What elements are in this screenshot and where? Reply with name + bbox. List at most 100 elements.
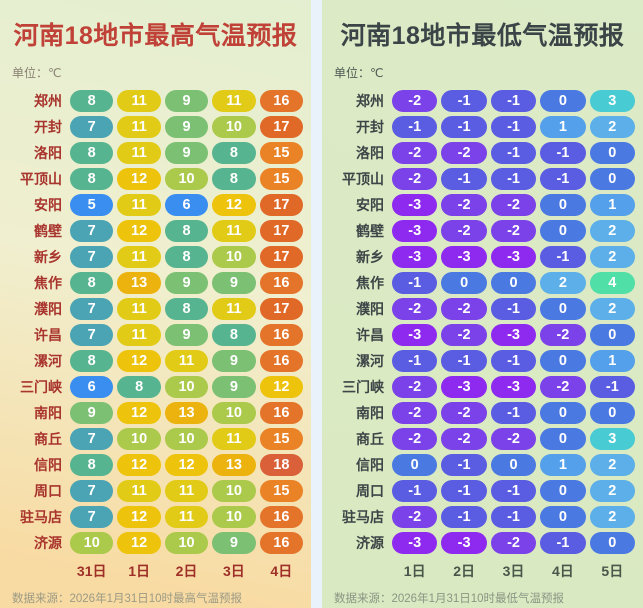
table-row: 郑州 8 11 9 11 16: [8, 90, 304, 112]
table-row: 三门峡 6 8 10 9 12: [8, 376, 304, 398]
temp-pill: 11: [117, 324, 161, 346]
temp-pill: 10: [212, 480, 256, 502]
temp-pill: -2: [490, 532, 537, 554]
temp-pill: 0: [540, 194, 586, 216]
temp-pill: 10: [212, 402, 256, 424]
temp-pill: 0: [540, 480, 586, 502]
temp-pill: -3: [441, 376, 487, 398]
date-label: 4日: [270, 563, 293, 579]
temp-pill: -1: [589, 376, 636, 398]
temp-pill: -1: [490, 298, 537, 320]
city-label: 焦作: [356, 275, 384, 291]
table-row: 漯河 8 12 11 9 16: [8, 350, 304, 372]
temp-pill: 8: [212, 142, 256, 164]
temp-pill: 9: [212, 350, 256, 372]
date-label: 3日: [223, 563, 245, 579]
temp-pill: -1: [540, 532, 586, 554]
temp-pill: 10: [164, 532, 209, 554]
temp-pill: -1: [392, 480, 438, 502]
temp-pill: -1: [540, 142, 586, 164]
city-label: 漯河: [34, 353, 62, 369]
temp-pill: -2: [392, 376, 438, 398]
temp-pill: 16: [259, 272, 304, 294]
temp-pill: -3: [490, 376, 537, 398]
temp-pill: -1: [392, 272, 438, 294]
temp-pill: 2: [589, 480, 636, 502]
temp-pill: 16: [259, 90, 304, 112]
temp-pill: 1: [540, 454, 586, 476]
temp-pill: 10: [164, 376, 209, 398]
temp-pill: -2: [540, 376, 586, 398]
data-source-min: 数据来源：2026年1月31日10时最低气温预报: [334, 593, 565, 605]
city-label: 许昌: [356, 327, 384, 343]
city-label: 开封: [34, 119, 62, 135]
city-label: 周口: [356, 483, 384, 499]
temp-pill: 5: [70, 194, 114, 216]
temp-pill: 12: [164, 454, 209, 476]
temp-pill: 17: [259, 220, 304, 242]
temp-pill: -2: [392, 428, 438, 450]
temp-pill: 2: [540, 272, 586, 294]
table-row: 三门峡 -2 -3 -3 -2 -1: [330, 376, 636, 398]
temp-pill: 2: [589, 298, 636, 320]
city-label: 周口: [34, 483, 62, 499]
temp-pill: -1: [540, 168, 586, 190]
temp-pill: 7: [70, 246, 114, 268]
table-row: 新乡 7 11 8 10 17: [8, 246, 304, 268]
temp-pill: 15: [259, 142, 304, 164]
table-row: 信阳 8 12 12 13 18: [8, 454, 304, 476]
temp-pill: 9: [212, 376, 256, 398]
temp-pill: -2: [392, 298, 438, 320]
city-label: 三门峡: [20, 379, 62, 395]
city-label: 郑州: [34, 93, 62, 109]
temp-pill: 8: [70, 454, 114, 476]
city-label: 郑州: [356, 93, 384, 109]
table-row: 济源 -3 -3 -2 -1 0: [330, 532, 636, 554]
temp-pill: -1: [490, 142, 537, 164]
temp-pill: 11: [117, 246, 161, 268]
temp-pill: 17: [259, 194, 304, 216]
temp-pill: 13: [117, 272, 161, 294]
temp-pill: 12: [117, 532, 161, 554]
temp-pill: -1: [392, 350, 438, 372]
temp-pill: 11: [117, 116, 161, 138]
table-row: 新乡 -3 -3 -3 -1 2: [330, 246, 636, 268]
temp-pill: -3: [392, 532, 438, 554]
temp-pill: 17: [259, 116, 304, 138]
temp-pill: 16: [259, 350, 304, 372]
temp-pill: 11: [164, 350, 209, 372]
city-label: 三门峡: [342, 379, 384, 395]
city-label: 开封: [356, 119, 384, 135]
city-label: 信阳: [356, 457, 384, 473]
temp-pill: 0: [392, 454, 438, 476]
temp-pill: -1: [490, 480, 537, 502]
city-label: 济源: [34, 535, 62, 551]
temp-pill: 12: [259, 376, 304, 398]
temp-pill: 8: [164, 298, 209, 320]
table-row: 开封 -1 -1 -1 1 2: [330, 116, 636, 138]
temp-pill: 2: [589, 116, 636, 138]
city-label: 洛阳: [356, 145, 384, 161]
temp-pill: 16: [259, 402, 304, 424]
temp-pill: 8: [117, 376, 161, 398]
temp-pill: -3: [392, 220, 438, 242]
temp-pill: 10: [212, 246, 256, 268]
temp-pill: 2: [589, 220, 636, 242]
temp-pill: 8: [70, 168, 114, 190]
date-label: 3日: [502, 563, 525, 579]
temp-pill: -1: [441, 454, 487, 476]
temp-pill: -1: [490, 168, 537, 190]
city-label: 安阳: [356, 197, 384, 213]
city-label: 许昌: [34, 327, 62, 343]
temp-pill: 11: [117, 194, 161, 216]
temp-pill: -2: [441, 428, 487, 450]
temp-pill: -1: [490, 402, 537, 424]
temp-pill: -3: [392, 194, 438, 216]
table-row: 洛阳 -2 -2 -1 -1 0: [330, 142, 636, 164]
temp-pill: 8: [164, 220, 209, 242]
temp-pill: -2: [392, 402, 438, 424]
temp-pill: -2: [490, 220, 537, 242]
temp-pill: -2: [441, 298, 487, 320]
temp-pill: 0: [540, 298, 586, 320]
